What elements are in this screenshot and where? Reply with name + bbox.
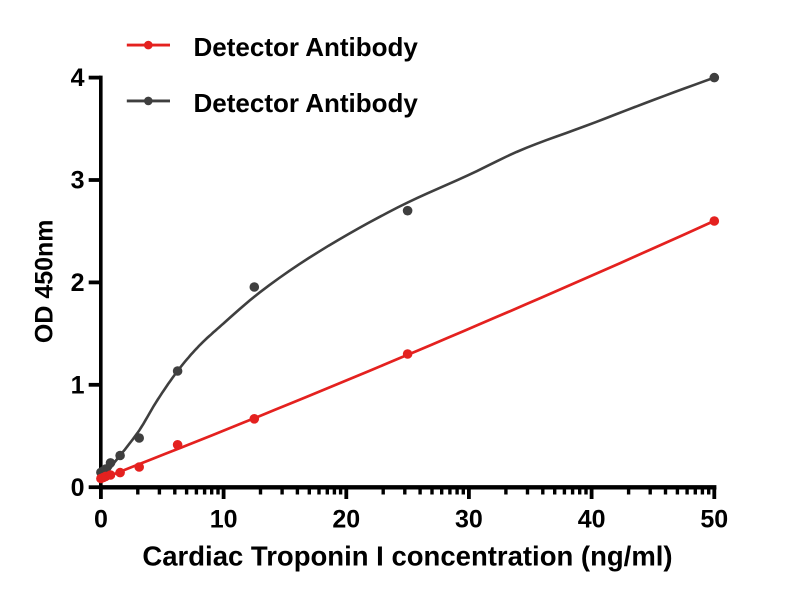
svg-text:0: 0 xyxy=(94,506,108,534)
svg-text:Cardiac Troponin I concentrati: Cardiac Troponin I concentration (ng/ml) xyxy=(142,541,672,572)
svg-text:30: 30 xyxy=(455,506,483,534)
svg-text:10: 10 xyxy=(210,506,238,534)
svg-text:3: 3 xyxy=(71,167,85,195)
svg-text:4: 4 xyxy=(71,64,85,92)
svg-text:20: 20 xyxy=(332,506,360,534)
svg-text:OD 450nm: OD 450nm xyxy=(30,219,58,343)
svg-text:40: 40 xyxy=(578,506,606,534)
svg-text:1: 1 xyxy=(71,371,85,399)
svg-text:2: 2 xyxy=(71,269,85,297)
svg-text:Detector Antibody: Detector Antibody xyxy=(194,32,419,62)
svg-text:0: 0 xyxy=(71,474,85,502)
svg-text:50: 50 xyxy=(700,506,728,534)
svg-text:Detector Antibody: Detector Antibody xyxy=(194,88,419,118)
